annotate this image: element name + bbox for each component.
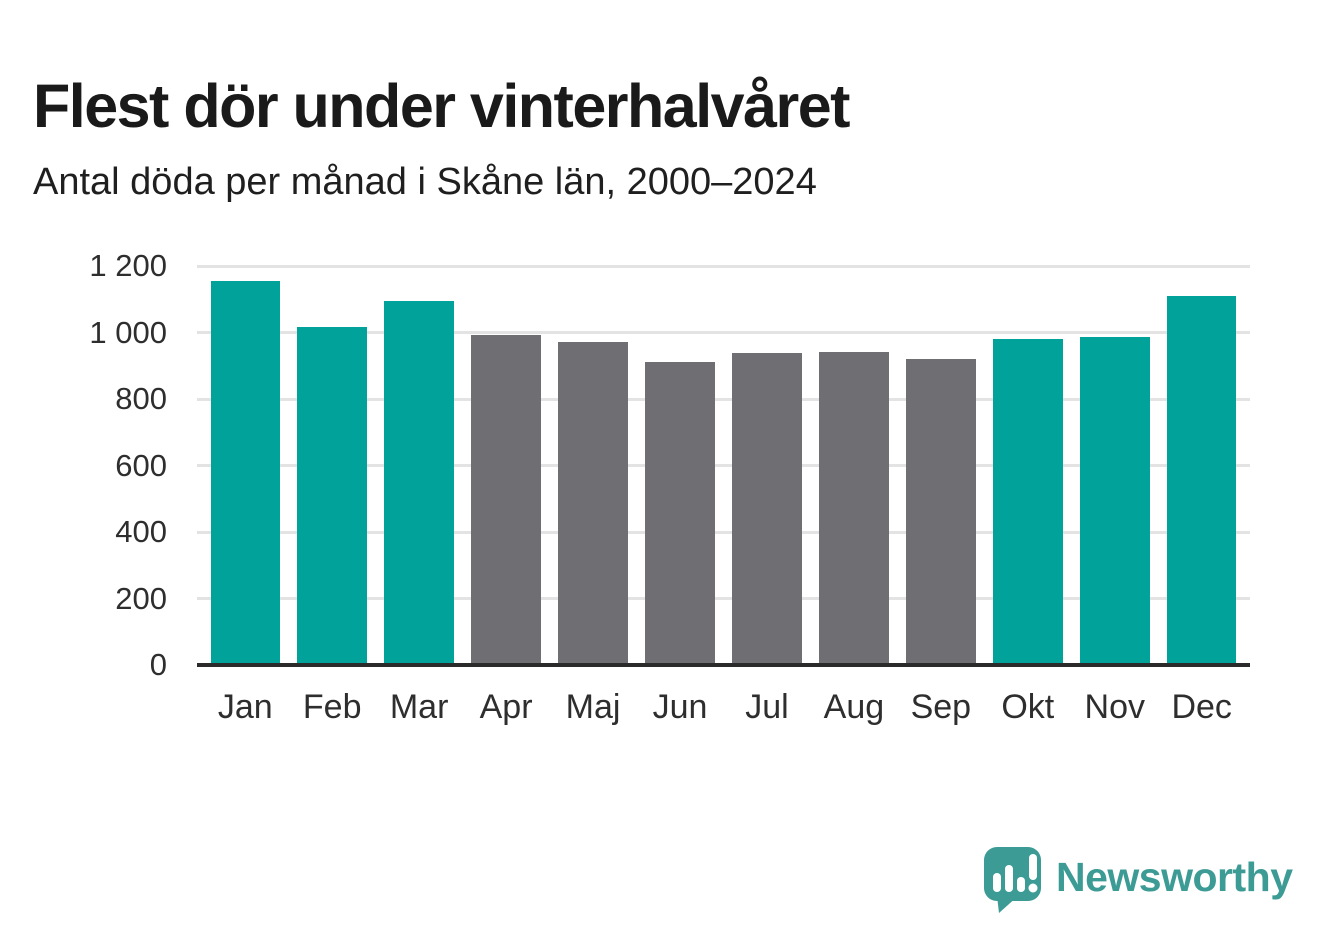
plot-area (197, 264, 1250, 667)
bar-jul (732, 353, 802, 665)
newsworthy-logo: Newsworthy (984, 845, 1293, 915)
y-tick-label-1000: 1 000 (89, 314, 167, 350)
gridline-800 (197, 397, 1250, 401)
y-tick-label-400: 400 (115, 514, 167, 549)
x-tick-label-mar: Mar (389, 688, 449, 726)
bar-nov (1080, 337, 1150, 665)
bar-okt (993, 338, 1063, 665)
bar-jun (645, 361, 715, 665)
y-tick-label-0: 0 (149, 647, 167, 682)
chart-title: Flest dör under vinterhalvåret (33, 71, 851, 140)
bar-feb (297, 326, 367, 665)
x-tick-label-okt: Okt (1001, 688, 1055, 726)
x-tick-label-sep: Sep (910, 688, 972, 726)
bar-apr (471, 334, 541, 665)
bar-mar (384, 300, 454, 665)
bar-aug (819, 352, 889, 665)
gridline-1200 (197, 264, 1250, 268)
gridline-600 (197, 464, 1250, 467)
y-tick-label-800: 800 (115, 381, 167, 416)
gridline-400 (197, 530, 1250, 534)
y-tick-label-600: 600 (115, 447, 167, 483)
newsworthy-logo-icon (984, 847, 1041, 913)
x-axis-line (197, 663, 1250, 667)
x-tick-label-nov: Nov (1084, 688, 1145, 726)
bar-dec (1166, 295, 1237, 665)
x-tick-label-apr: Apr (479, 688, 533, 726)
gridline-1000 (197, 331, 1250, 334)
x-tick-label-maj: Maj (565, 688, 621, 726)
x-tick-label-feb: Feb (302, 688, 362, 726)
y-tick-label-1200: 1 200 (89, 248, 167, 283)
x-tick-label-jan: Jan (217, 688, 273, 726)
x-tick-label-aug: Aug (823, 688, 885, 726)
x-tick-label-jun: Jun (652, 688, 708, 726)
bar-jan (210, 280, 280, 665)
x-tick-label-jul: Jul (745, 688, 789, 726)
bar-sep (906, 359, 976, 665)
bar-maj (558, 341, 628, 665)
x-tick-label-dec: Dec (1171, 688, 1232, 726)
y-tick-label-200: 200 (115, 580, 167, 616)
newsworthy-logo-text: Newsworthy (1056, 853, 1293, 900)
chart-subtitle: Antal döda per månad i Skåne län, 2000–2… (33, 161, 817, 203)
gridline-200 (197, 597, 1250, 600)
